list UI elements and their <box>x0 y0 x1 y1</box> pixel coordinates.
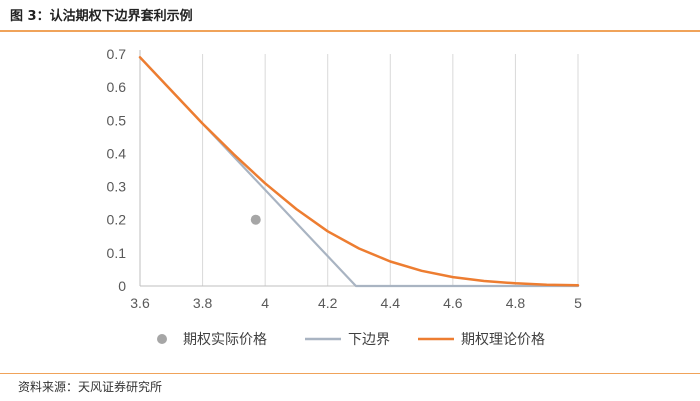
chart: 3.6 3.8 4 4.2 4.4 4.6 4.8 5 0 0.1 0.2 0.3 0.4 0.5 0.6 0… <box>107 46 583 348</box>
x-tick-label: 4.6 <box>443 295 463 311</box>
chart-legend: 期权实际价格 下边界 期权理论价格 <box>157 332 545 348</box>
y-tick-label: 0.4 <box>107 145 127 161</box>
legend-label: 期权理论价格 <box>461 332 545 348</box>
legend-marker-actual-price <box>157 334 167 344</box>
chart-tick-labels: 3.6 3.8 4 4.2 4.4 4.6 4.8 5 0 0.1 0.2 0.3 0.4 0.5 0.6 0… <box>107 46 583 311</box>
chart-axes <box>139 50 578 287</box>
x-tick-label: 4.8 <box>506 295 526 311</box>
y-tick-label: 0.5 <box>107 112 127 128</box>
series-line-theoretical-price <box>138 56 580 287</box>
y-tick-label: 0.7 <box>107 46 127 62</box>
y-tick-label: 0.1 <box>107 245 127 261</box>
x-tick-label: 5 <box>574 295 582 311</box>
figure-title: 图 3：认沽期权下边界套利示例 <box>10 9 193 24</box>
y-tick-label: 0.2 <box>107 212 127 228</box>
y-tick-label: 0.6 <box>107 79 127 95</box>
x-tick-label: 4.4 <box>381 295 401 311</box>
series-line-lower-bound <box>138 56 580 288</box>
source-note: 资料来源：天风证券研究所 <box>18 380 163 394</box>
chart-series <box>138 56 580 288</box>
legend-label: 下边界 <box>348 332 390 348</box>
chart-grid <box>202 54 579 286</box>
title-divider <box>0 30 700 32</box>
y-tick-label: 0.3 <box>107 179 127 195</box>
y-tick-label: 0 <box>118 278 126 294</box>
scatter-point-actual-price <box>250 214 261 225</box>
x-tick-label: 4 <box>261 295 269 311</box>
source-divider <box>0 373 700 374</box>
x-tick-label: 4.2 <box>318 295 338 311</box>
x-tick-label: 3.6 <box>130 295 150 311</box>
legend-label: 期权实际价格 <box>183 332 267 348</box>
x-tick-label: 3.8 <box>193 295 213 311</box>
